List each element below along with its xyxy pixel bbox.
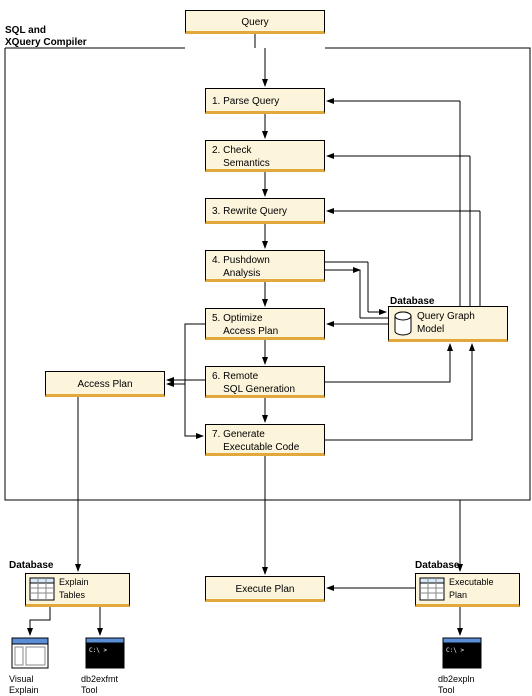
node-step7: 7. Generate Executable Code (205, 424, 325, 456)
node-step4: 4. Pushdown Analysis (205, 250, 325, 282)
visual-explain-tool: Visual Explain (9, 637, 51, 695)
terminal-icon: C:\ > (442, 637, 482, 669)
diagram-title: SQL and XQuery Compiler (5, 25, 87, 49)
node-step2: 2. Check Semantics (205, 140, 325, 172)
node-access-plan: Access Plan (45, 371, 165, 397)
database-icon (393, 311, 413, 337)
database-label-execplan: Database (415, 560, 459, 572)
node-query: Query (185, 10, 325, 34)
db2exfmt-tool: C:\ > db2exfmt Tool (81, 637, 129, 695)
node-qgm: Query Graph Model (388, 306, 508, 342)
node-step3: 3. Rewrite Query (205, 198, 325, 224)
svg-text:C:\ >: C:\ > (446, 647, 464, 654)
table-icon (29, 577, 55, 601)
window-icon (11, 637, 49, 669)
svg-text:C:\ >: C:\ > (89, 647, 107, 654)
terminal-icon: C:\ > (85, 637, 125, 669)
node-explain-tables: ExplainTables (25, 573, 130, 607)
node-executable-plan: Executable Plan (415, 573, 520, 607)
node-step6: 6. Remote SQL Generation (205, 366, 325, 398)
database-label-explain: Database (9, 560, 53, 572)
db2expln-tool: C:\ > db2expln Tool (438, 637, 486, 695)
node-execute-plan: Execute Plan (205, 576, 325, 602)
table-icon (419, 577, 445, 601)
node-step5: 5. Optimize Access Plan (205, 308, 325, 340)
node-step1: 1. Parse Query (205, 88, 325, 114)
